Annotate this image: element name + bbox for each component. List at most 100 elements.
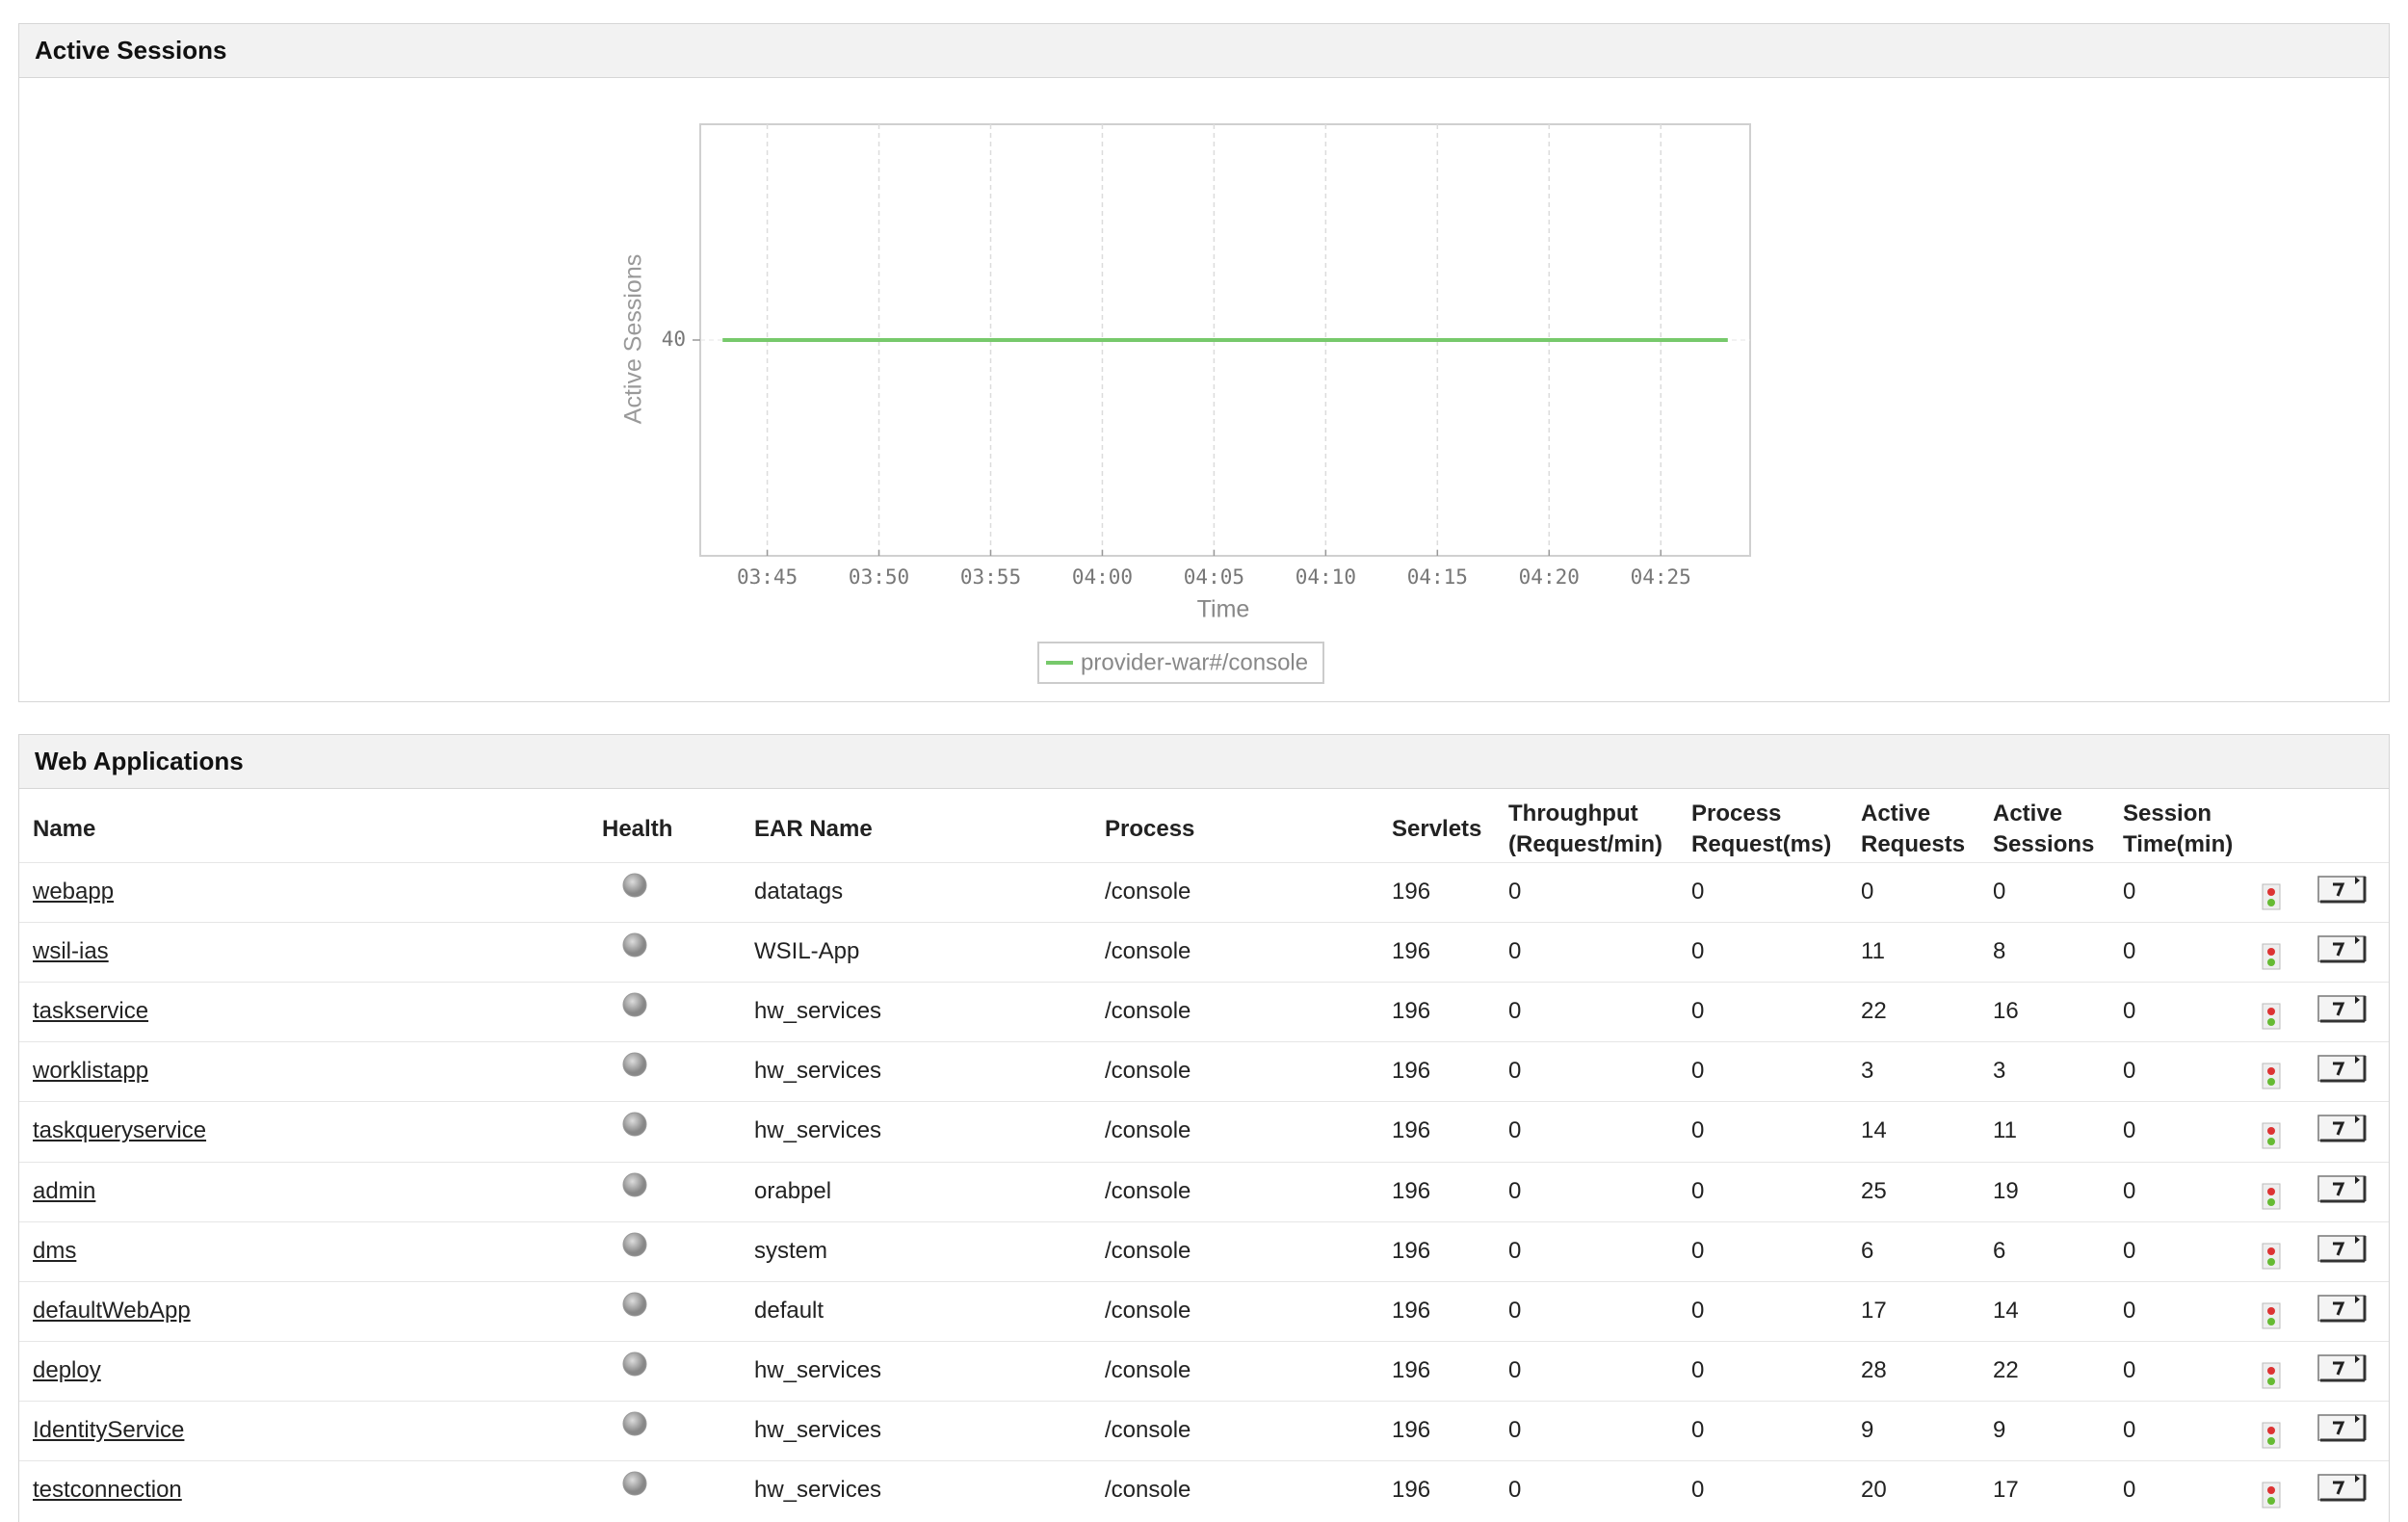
status-icon[interactable] <box>2262 943 2281 970</box>
health-icon <box>622 932 647 958</box>
web-applications-panel: Web Applications <box>18 734 2390 1522</box>
table-cell: 196 <box>1392 938 1431 965</box>
table-cell: 196 <box>1392 1477 1431 1503</box>
table-cell: /console <box>1105 1416 1191 1443</box>
x-tick-label: 04:10 <box>1296 565 1356 589</box>
status-icon[interactable] <box>2262 883 2281 910</box>
table-cell: 0 <box>2123 998 2136 1025</box>
row-separator <box>19 982 2389 984</box>
column-header: Servlets <box>1392 816 1482 842</box>
table-cell: /console <box>1105 1177 1191 1204</box>
row-separator <box>19 1220 2389 1222</box>
table-cell: 0 <box>1508 998 1522 1025</box>
table-cell: 19 <box>1993 1177 2019 1204</box>
table-cell: 196 <box>1392 1058 1431 1085</box>
row-separator <box>19 1101 2389 1103</box>
column-header: Process <box>1105 816 1195 842</box>
table-cell: 0 <box>2123 879 2136 905</box>
row-icons <box>2262 1234 2367 1270</box>
table-cell: 9 <box>1861 1416 1874 1443</box>
legend-box <box>1037 642 1324 684</box>
app-link[interactable]: worklistapp <box>33 1058 149 1085</box>
table-cell: 0 <box>1691 998 1705 1025</box>
table-cell: 14 <box>1861 1117 1887 1144</box>
table-cell: 196 <box>1392 998 1431 1025</box>
app-link[interactable]: deploy <box>33 1356 101 1383</box>
health-icon <box>622 1471 647 1496</box>
x-tick-label: 03:45 <box>737 565 798 589</box>
status-icon[interactable] <box>2262 1122 2281 1149</box>
table-cell: 16 <box>1993 998 2019 1025</box>
table-cell: 0 <box>2123 1477 2136 1503</box>
health-icon <box>622 1411 647 1436</box>
app-link[interactable]: wsil-ias <box>33 938 109 965</box>
table-cell: 0 <box>1508 1356 1522 1383</box>
table-cell: 22 <box>1861 998 1887 1025</box>
active-sessions-panel: Active Sessions <box>18 23 2390 702</box>
row-icons <box>2262 1115 2367 1149</box>
health-icon <box>622 1172 647 1196</box>
table-cell: 0 <box>1508 1297 1522 1324</box>
app-link[interactable]: webapp <box>33 879 115 905</box>
app-link[interactable]: taskqueryservice <box>33 1117 207 1144</box>
row-icons <box>2262 1414 2367 1449</box>
status-icon[interactable] <box>2262 1422 2281 1449</box>
row-icons <box>2262 935 2367 970</box>
row-separator <box>19 1161 2389 1163</box>
table-cell: 0 <box>2123 1356 2136 1383</box>
table-cell: system <box>754 1237 828 1264</box>
table-cell: 0 <box>2123 1058 2136 1085</box>
x-tick-label: 04:20 <box>1519 565 1580 589</box>
status-icon[interactable] <box>2262 1302 2281 1329</box>
column-header: EAR Name <box>754 816 873 842</box>
table-cell: 0 <box>2123 1177 2136 1204</box>
table-cell: orabpel <box>754 1177 832 1204</box>
table-cell: 0 <box>1508 1416 1522 1443</box>
table-cell: 0 <box>1691 1416 1705 1443</box>
row-separator <box>19 1460 2389 1461</box>
table-cell: 6 <box>1993 1237 2006 1264</box>
table-cell: 0 <box>2123 938 2136 965</box>
table-cell: 0 <box>1691 1356 1705 1383</box>
status-icon[interactable] <box>2262 1063 2281 1089</box>
table-cell: 0 <box>1508 1058 1522 1085</box>
status-icon[interactable] <box>2262 1482 2281 1509</box>
table-cell: 0 <box>1508 1477 1522 1503</box>
x-tick-label: 04:00 <box>1072 565 1133 589</box>
table-cell: 0 <box>2123 1297 2136 1324</box>
table-cell: 17 <box>1993 1477 2019 1503</box>
table-cell: hw_services <box>754 1117 882 1144</box>
table-cell: datatags <box>754 879 844 905</box>
app-link[interactable]: IdentityService <box>33 1416 185 1443</box>
table-cell: 0 <box>1691 1177 1705 1204</box>
column-header: Active Sessions <box>1993 800 2095 857</box>
table-cell: 0 <box>2123 1117 2136 1144</box>
table-cell: 0 <box>2123 1237 2136 1264</box>
status-icon[interactable] <box>2262 1243 2281 1270</box>
status-icon[interactable] <box>2262 1183 2281 1209</box>
table-cell: 196 <box>1392 1117 1431 1144</box>
status-icon[interactable] <box>2262 1362 2281 1389</box>
app-link[interactable]: defaultWebApp <box>33 1297 191 1324</box>
x-tick-label: 04:15 <box>1407 565 1468 589</box>
app-link[interactable]: testconnection <box>33 1477 182 1503</box>
table-cell: 196 <box>1392 1237 1431 1264</box>
row-icons <box>2262 995 2367 1030</box>
x-tick-label: 04:25 <box>1631 565 1691 589</box>
app-link[interactable]: admin <box>33 1177 96 1204</box>
x-axis-label: Time <box>1197 596 1250 623</box>
table-cell: 14 <box>1993 1297 2019 1324</box>
row-separator <box>19 1340 2389 1342</box>
row-icons <box>2262 1294 2367 1329</box>
app-link[interactable]: taskservice <box>33 998 149 1025</box>
app-link[interactable]: dms <box>33 1237 77 1264</box>
row-separator <box>19 1041 2389 1043</box>
legend-label: provider-war#/console <box>1081 649 1308 675</box>
table-cell: /console <box>1105 1117 1191 1144</box>
status-icon[interactable] <box>2262 1003 2281 1030</box>
table-cell: 3 <box>1993 1058 2006 1085</box>
table-cell: /console <box>1105 1237 1191 1264</box>
y-tick-label: 40 <box>662 328 686 351</box>
chart: 03:45 03:50 03:55 04:00 04:05 04:10 04:15 04:20… <box>620 123 1751 684</box>
